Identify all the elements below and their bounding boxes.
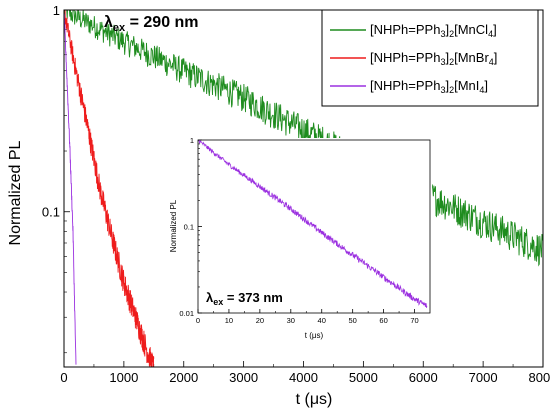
legend-entry: [NHPh=PPh3]2[MnI4] [370,78,488,95]
main-x-tick-label: 5000 [349,370,378,385]
inset-y-tick-label: 1 [190,136,194,145]
main-x-axis-label: t (μs) [296,391,333,408]
main-series-line [64,10,155,367]
inset-x-tick-label: 30 [287,316,295,325]
inset-x-tick-label: 70 [410,316,418,325]
main-y-tick-label: 0.1 [42,205,60,220]
main-y-axis-label: Normalized PL [7,140,24,245]
main-series-line [64,10,77,365]
main-x-tick-label: 2000 [169,370,198,385]
inset-excitation-annotation: λex = 373 nm [206,290,283,307]
inset-y-axis-label: Normalized PL [169,199,178,252]
main-x-tick-label: 8000 [529,370,550,385]
inset-series-line [198,140,428,308]
main-x-tick-label: 3000 [229,370,258,385]
main-plot-frame [63,9,544,368]
inset-chart: 0 10 20 30 40 50 60 70 1 0.1 0.01 λex = 373 nm t (… [169,136,432,340]
inset-x-tick-label: 20 [256,316,264,325]
main-x-tick-label: 6000 [409,370,438,385]
inset-x-tick-label: 10 [225,316,233,325]
inset-x-tick-label: 60 [379,316,387,325]
main-x-tick-label: 4000 [289,370,318,385]
inset-x-axis-label: t (μs) [305,331,324,340]
legend: [NHPh=PPh3]2[MnCl4] [NHPh=PPh3]2[MnBr4] [N… [321,9,539,107]
inset-plot-frame [197,139,431,314]
inset-series [198,140,428,308]
inset-x-tick-label: 50 [348,316,356,325]
main-excitation-annotation: λex = 290 nm [104,14,199,34]
legend-entry: [NHPh=PPh3]2[MnBr4] [370,50,497,67]
inset-y-tick-label: 0.01 [179,309,194,318]
main-x-tick-label: 7000 [469,370,498,385]
main-y-tick-label: 1 [53,3,60,18]
inset-x-tick-label: 0 [196,316,200,325]
main-ticks: 0 1000 2000 3000 4000 5000 6000 7000 8000 1 0.1 [42,3,550,385]
legend-entry: [NHPh=PPh3]2[MnCl4] [370,22,497,39]
inset-y-tick-label: 0.1 [184,223,194,232]
main-x-tick-label: 0 [60,370,67,385]
inset-x-tick-label: 40 [318,316,326,325]
main-x-tick-label: 1000 [109,370,138,385]
